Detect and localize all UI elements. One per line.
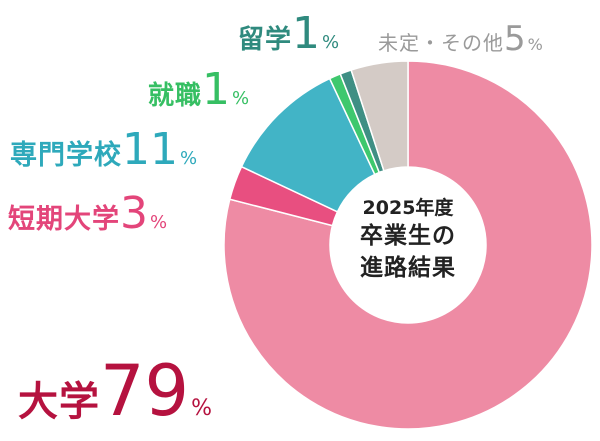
slice-value: 1	[202, 64, 231, 115]
label-junior-college: 短期大学3%	[8, 192, 167, 236]
label-study-abroad: 留学1%	[238, 12, 339, 56]
slice-value: 11	[122, 124, 178, 175]
center-label: 2025年度 卒業生の 進路結果	[328, 196, 488, 284]
slice-unit: %	[191, 396, 212, 421]
label-vocational-school: 専門学校11%	[10, 128, 197, 172]
slice-name: 大学	[18, 379, 100, 425]
center-line2: 進路結果	[360, 255, 456, 281]
slice-value: 1	[292, 8, 321, 59]
slice-unit: %	[232, 88, 250, 109]
slice-value: 3	[120, 188, 148, 239]
slice-unit: %	[180, 148, 198, 169]
label-university: 大学79%	[18, 356, 212, 426]
center-line1: 卒業生の	[360, 223, 456, 249]
label-undecided-other: 未定・その他5%	[378, 22, 543, 56]
slice-name: 留学	[238, 25, 293, 55]
slice-name: 短期大学	[8, 204, 120, 235]
label-employment: 就職1%	[148, 68, 249, 112]
slice-unit: %	[527, 35, 543, 54]
donut-hole	[330, 167, 486, 323]
slice-name: 専門学校	[10, 140, 122, 171]
slice-value: 79	[100, 350, 190, 432]
slice-name: 就職	[148, 81, 203, 111]
slice-unit: %	[150, 212, 168, 233]
slice-value: 5	[504, 19, 526, 59]
slice-name: 未定・その他	[378, 31, 504, 55]
slice-unit: %	[322, 32, 340, 53]
center-year: 2025年度	[362, 197, 454, 219]
